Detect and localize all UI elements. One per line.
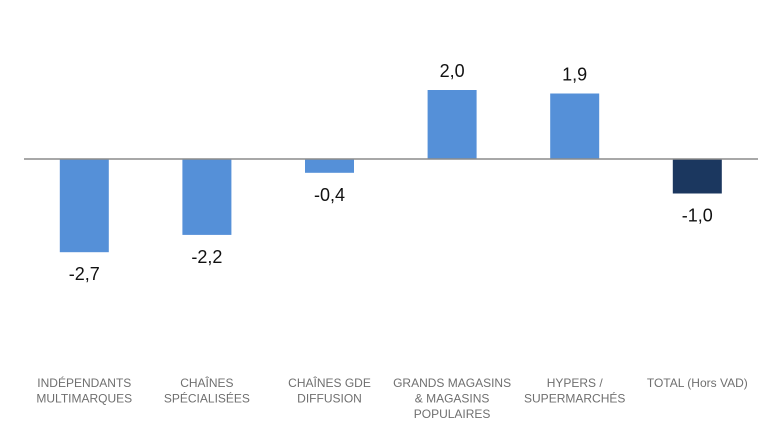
value-label-5: 1,9: [562, 65, 587, 85]
category-label-line: DIFFUSION: [297, 392, 362, 406]
value-label-2: -2,2: [191, 247, 222, 267]
value-labels-layer: -2,7 -2,2 -0,4 2,0 1,9 -1,0: [69, 61, 713, 284]
category-label-line: CHAÎNES: [180, 375, 233, 390]
category-labels-layer: INDÉPENDANTS MULTIMARQUES CHAÎNES SPÉCIALIS…: [36, 375, 747, 421]
category-label-line: TOTAL (Hors VAD): [647, 376, 748, 390]
category-label-line: GRANDS MAGASINS: [393, 376, 511, 390]
category-label-line: SUPERMARCHÉS: [524, 391, 625, 406]
bar-4: [427, 90, 477, 159]
category-label-5: HYPERS / SUPERMARCHÉS: [524, 376, 625, 406]
category-label-6: TOTAL (Hors VAD): [647, 376, 748, 390]
bar-3: [305, 159, 354, 173]
category-label-line: HYPERS /: [547, 376, 604, 390]
category-label-line: SPÉCIALISÉES: [164, 391, 250, 406]
value-label-1: -2,7: [69, 264, 100, 284]
bar-2: [182, 159, 232, 235]
category-label-4: GRANDS MAGASINS & MAGASINS POPULAIRES: [393, 376, 511, 421]
category-label-3: CHAÎNES GDE DIFFUSION: [288, 375, 371, 406]
category-label-line: & MAGASINS: [415, 392, 490, 406]
bar-6: [672, 159, 722, 194]
value-label-6: -1,0: [682, 206, 713, 226]
category-label-line: INDÉPENDANTS: [37, 375, 131, 390]
value-label-4: 2,0: [440, 61, 465, 81]
category-label-2: CHAÎNES SPÉCIALISÉES: [164, 375, 250, 406]
bar-1: [59, 159, 109, 253]
category-label-line: POPULAIRES: [414, 407, 491, 421]
category-label-1: INDÉPENDANTS MULTIMARQUES: [36, 375, 132, 406]
bars-layer: [59, 90, 722, 253]
bar-5: [550, 93, 600, 159]
value-label-3: -0,4: [314, 185, 345, 205]
category-label-line: CHAÎNES GDE: [288, 375, 371, 390]
category-label-line: MULTIMARQUES: [36, 392, 132, 406]
